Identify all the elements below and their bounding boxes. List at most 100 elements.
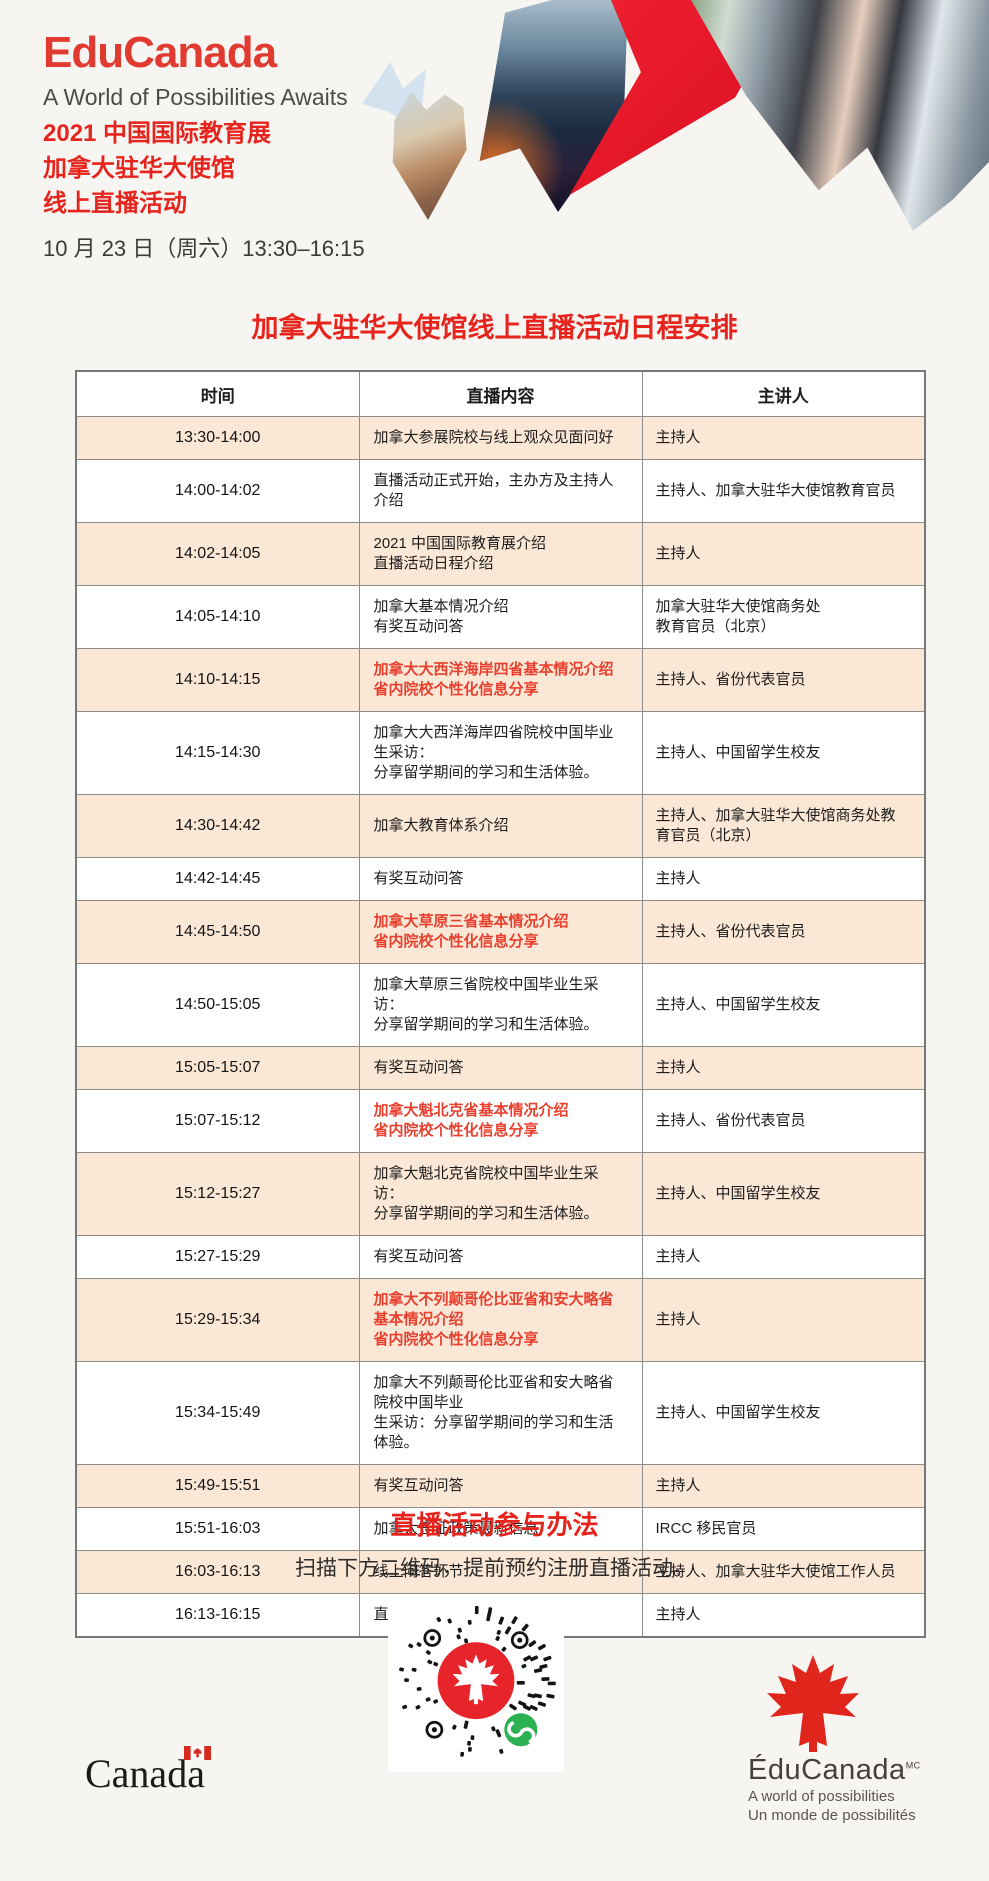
time-cell: 16:03-16:13 [75, 1550, 360, 1594]
schedule-row: 15:12-15:27 加拿大魁北克省院校中国毕业生采访： 分享留学期间的学习和生活… [75, 1152, 926, 1236]
schedule-row: 14:05-14:10 加拿大基本情况介绍 有奖互动问答 加拿大驻华大使馆商务处 教育官… [75, 585, 926, 649]
time-cell: 15:05-15:07 [75, 1046, 360, 1090]
schedule-row: 15:27-15:29 有奖互动问答 主持人 [75, 1235, 926, 1279]
time-cell: 16:13-16:15 [75, 1593, 360, 1638]
time-cell: 13:30-14:00 [75, 416, 360, 460]
schedule-row: 14:00-14:02 直播活动正式开始，主办方及主持人介绍 主持人、加拿大驻华大使… [75, 459, 926, 523]
participation-title: 直播活动参与办法 [390, 1510, 599, 1540]
time-cell: 15:49-15:51 [75, 1464, 360, 1508]
speaker-cell: 主持人 [641, 416, 926, 460]
content-cell: 2021 中国国际教育展介绍 直播活动日程介绍 [358, 522, 643, 586]
logo-tagline: A World of Possibilities Awaits [43, 84, 348, 110]
content-cell: 加拿大大西洋海岸四省院校中国毕业生采访： 分享留学期间的学习和生活体验。 [358, 711, 643, 795]
time-cell: 14:00-14:02 [75, 459, 360, 523]
col-header-speaker: 主讲人 [641, 370, 926, 417]
content-cell: 有奖互动问答 [358, 1235, 643, 1279]
content-cell: 加拿大大西洋海岸四省基本情况介绍 省内院校个性化信息分享 [358, 648, 643, 712]
speaker-cell: 主持人 [641, 1593, 926, 1638]
speaker-cell: 主持人、中国留学生校友 [641, 963, 926, 1047]
educanada-footer-name: ÉduCanadaMC [748, 1754, 921, 1786]
speaker-cell: 主持人 [641, 1464, 926, 1508]
schedule-table-header: 时间 直播内容 主讲人 [75, 370, 926, 417]
event-line-livestream: 线上直播活动 [43, 190, 187, 217]
time-cell: 15:07-15:12 [75, 1089, 360, 1153]
maple-leaf-icon [767, 1655, 859, 1752]
schedule-row: 14:02-14:05 2021 中国国际教育展介绍 直播活动日程介绍 主持人 [75, 522, 926, 586]
content-cell: 有奖互动问答 [358, 1046, 643, 1090]
schedule-row: 16:03-16:13 线上问答环节 主持人、加拿大驻华大使馆工作人员 [75, 1550, 926, 1594]
content-cell: 加拿大教育体系介绍 [358, 794, 643, 858]
time-cell: 14:50-15:05 [75, 963, 360, 1047]
schedule-row: 14:10-14:15 加拿大大西洋海岸四省基本情况介绍 省内院校个性化信息分享 主持… [75, 648, 926, 712]
content-cell: 加拿大参展院校与线上观众见面问好 [358, 416, 643, 460]
educanada-footer-logo: ÉduCanadaMC A world of possibilities Un … [748, 1652, 958, 1825]
content-cell: 加拿大魁北克省基本情况介绍 省内院校个性化信息分享 [358, 1089, 643, 1153]
content-cell: 有奖互动问答 [358, 857, 643, 901]
participation-instruction: 扫描下方二维码，提前预约注册直播活动。 [295, 1557, 694, 1580]
time-cell: 15:27-15:29 [75, 1235, 360, 1279]
speaker-cell: 加拿大驻华大使馆商务处 教育官员（北京） [641, 585, 926, 649]
schedule-row: 15:05-15:07 有奖互动问答 主持人 [75, 1046, 926, 1090]
col-header-content: 直播内容 [358, 370, 643, 417]
speaker-cell: 主持人、加拿大驻华大使馆教育官员 [641, 459, 926, 523]
educanada-logo: EduCanada [43, 28, 277, 77]
speaker-cell: 主持人、加拿大驻华大使馆工作人员 [641, 1550, 926, 1594]
schedule-row: 13:30-14:00 加拿大参展院校与线上观众见面问好 主持人 [75, 416, 926, 460]
col-header-time: 时间 [75, 370, 360, 417]
time-cell: 15:34-15:49 [75, 1361, 360, 1465]
schedule-row: 15:07-15:12 加拿大魁北克省基本情况介绍 省内院校个性化信息分享 主持人、省… [75, 1089, 926, 1153]
time-cell: 14:15-14:30 [75, 711, 360, 795]
schedule-row: 14:50-15:05 加拿大草原三省院校中国毕业生采访： 分享留学期间的学习和生活… [75, 963, 926, 1047]
speaker-cell: 主持人 [641, 1278, 926, 1362]
content-cell: 加拿大不列颠哥伦比亚省和安大略省院校中国毕业 生采访：分享留学期间的学习和生活体验… [358, 1361, 643, 1465]
trademark-mark: MC [905, 1760, 921, 1771]
content-cell: 有奖互动问答 [358, 1464, 643, 1508]
schedule-row: 14:42-14:45 有奖互动问答 主持人 [75, 857, 926, 901]
event-line-embassy: 加拿大驻华大使馆 [43, 155, 235, 182]
speaker-cell: 主持人、加拿大驻华大使馆商务处教 育官员（北京） [641, 794, 926, 858]
schedule-row: 14:30-14:42 加拿大教育体系介绍 主持人、加拿大驻华大使馆商务处教 育官员（… [75, 794, 926, 858]
time-cell: 15:29-15:34 [75, 1278, 360, 1362]
schedule-table: 时间 直播内容 主讲人 13:30-14:00 加拿大参展院校与线上观众见面问好主… [75, 370, 926, 1638]
content-cell: 加拿大草原三省院校中国毕业生采访： 分享留学期间的学习和生活体验。 [358, 963, 643, 1047]
schedule-title: 加拿大驻华大使馆线上直播活动日程安排 [251, 313, 738, 343]
time-cell: 14:45-14:50 [75, 900, 360, 964]
schedule-row: 14:15-14:30 加拿大大西洋海岸四省院校中国毕业生采访： 分享留学期间的学习… [75, 711, 926, 795]
speaker-cell: 主持人、省份代表官员 [641, 1089, 926, 1153]
speaker-cell: 主持人 [641, 1235, 926, 1279]
time-cell: 15:51-16:03 [75, 1507, 360, 1551]
speaker-cell: 主持人 [641, 857, 926, 901]
speaker-cell: 主持人 [641, 522, 926, 586]
educanada-tagline-fr: Un monde de possibilités [748, 1807, 916, 1824]
schedule-table-body: 13:30-14:00 加拿大参展院校与线上观众见面问好 主持人 14:00-14:0… [75, 416, 926, 1638]
content-cell: 加拿大不列颠哥伦比亚省和安大略省基本情况介绍 省内院校个性化信息分享 [358, 1278, 643, 1362]
header: EduCanada A World of Possibilities Await… [43, 28, 365, 263]
canada-wordmark: Canada [85, 1746, 211, 1797]
schedule-row: 15:51-16:03 加拿大签证政策最新信息 IRCC 移民官员 [75, 1507, 926, 1551]
time-cell: 15:12-15:27 [75, 1152, 360, 1236]
time-cell: 14:02-14:05 [75, 522, 360, 586]
schedule-row: 15:49-15:51 有奖互动问答 主持人 [75, 1464, 926, 1508]
advisor-students-photo [691, 0, 989, 231]
time-cell: 14:42-14:45 [75, 857, 360, 901]
schedule-row: 15:29-15:34 加拿大不列颠哥伦比亚省和安大略省基本情况介绍 省内院校个性化… [75, 1278, 926, 1362]
educanada-tagline-en: A world of possibilities [748, 1788, 895, 1805]
speaker-cell: IRCC 移民官员 [641, 1507, 926, 1551]
speaker-cell: 主持人、中国留学生校友 [641, 711, 926, 795]
content-cell: 线上问答环节 [358, 1550, 643, 1594]
schedule-row: 15:34-15:49 加拿大不列颠哥伦比亚省和安大略省院校中国毕业 生采访：分享留… [75, 1361, 926, 1465]
wechat-qr-icon [399, 1606, 556, 1757]
speaker-cell: 主持人、省份代表官员 [641, 900, 926, 964]
content-cell: 加拿大基本情况介绍 有奖互动问答 [358, 585, 643, 649]
qr-code [388, 1600, 564, 1772]
content-cell: 加拿大魁北克省院校中国毕业生采访： 分享留学期间的学习和生活体验。 [358, 1152, 643, 1236]
speaker-cell: 主持人、省份代表官员 [641, 648, 926, 712]
schedule-row: 14:45-14:50 加拿大草原三省基本情况介绍 省内院校个性化信息分享 主持人、省… [75, 900, 926, 964]
event-line-expo: 2021 中国国际教育展 [43, 120, 272, 147]
time-cell: 14:05-14:10 [75, 585, 360, 649]
speaker-cell: 主持人、中国留学生校友 [641, 1361, 926, 1465]
time-cell: 14:10-14:15 [75, 648, 360, 712]
content-cell: 直播活动正式开始，主办方及主持人介绍 [358, 459, 643, 523]
canada-flag-icon [183, 1746, 211, 1760]
